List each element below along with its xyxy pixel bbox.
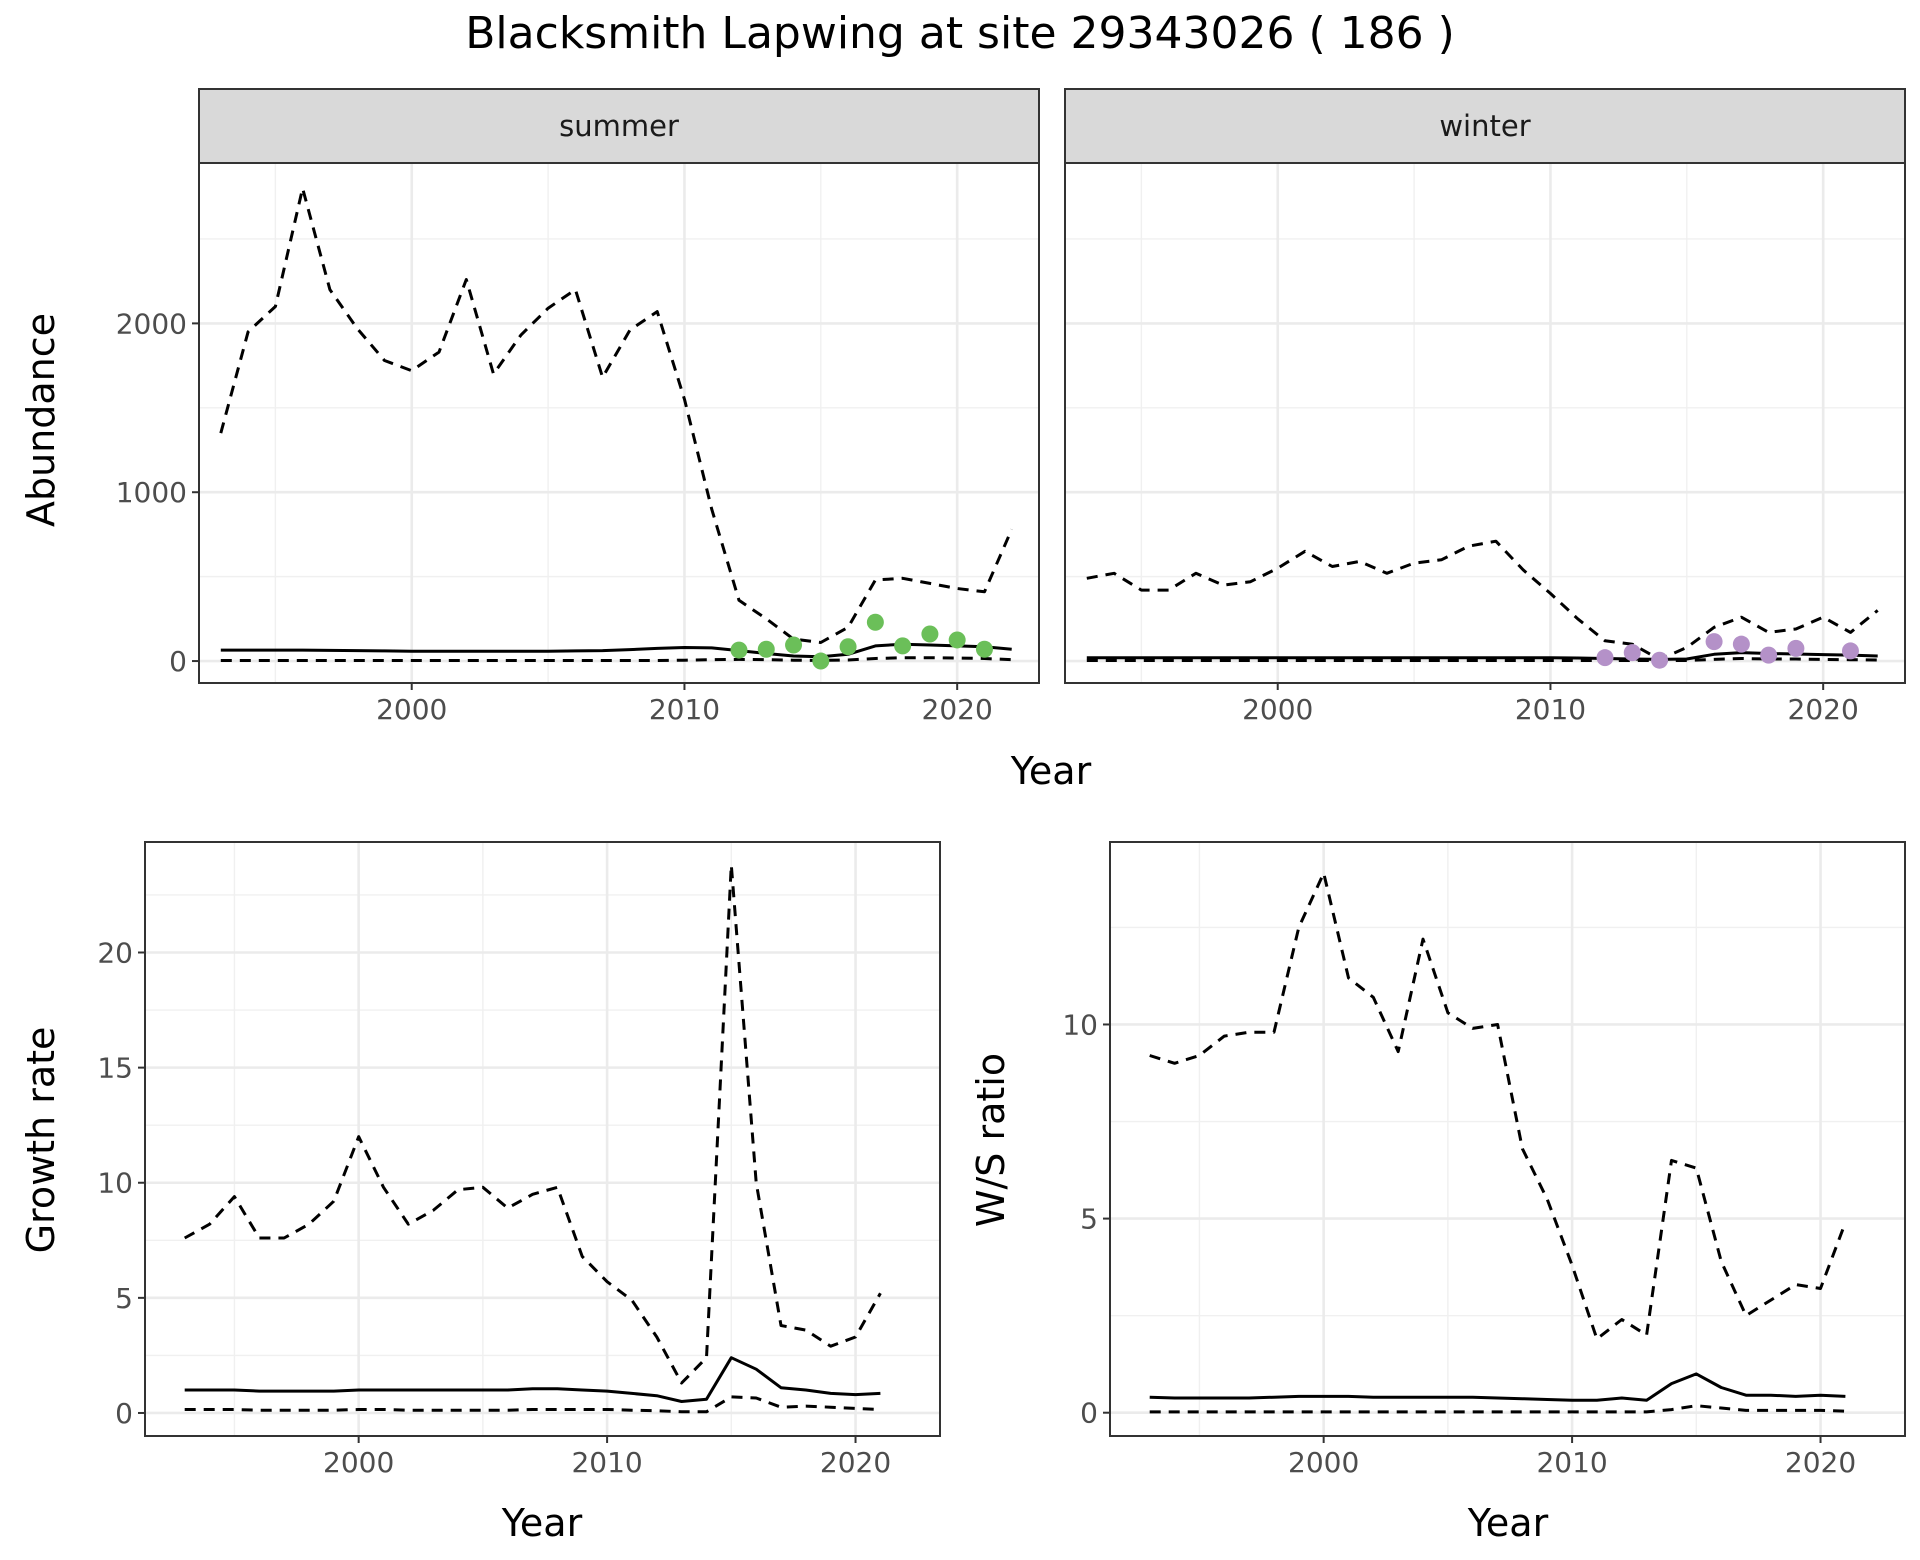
mean-line [184, 1356, 881, 1403]
observed-count-point [921, 625, 939, 643]
abundance-panel-summer: 2000 2010 2020 0 1000 2000 summer [116, 88, 1040, 726]
observed-count-point [1841, 642, 1859, 660]
observed-count-point [1705, 633, 1723, 651]
x-tick-label: 2000 [376, 693, 447, 726]
abundance-facet-panels: 2000 2010 2020 0 1000 2000 summer 2000 2010 2020 w… [116, 88, 1906, 726]
observed-count-point [948, 631, 966, 649]
facet-strip [198, 88, 1040, 164]
observed-count-point [839, 638, 857, 656]
y-tick-label: 5 [1080, 1203, 1098, 1236]
panel-border [198, 162, 1040, 684]
y-tick-label: 10 [1062, 1008, 1098, 1041]
lower-bound-line [1149, 1404, 1846, 1414]
y-tick-label: 5 [115, 1282, 133, 1315]
observed-count-point [812, 652, 830, 670]
ws-x-axis-title: Year [1467, 1501, 1549, 1545]
growth-y-axis-title: Growth rate [19, 1027, 63, 1254]
panel-border [1064, 162, 1906, 684]
y-tick-label: 15 [97, 1052, 133, 1085]
x-tick-label: 2010 [1536, 1446, 1607, 1479]
x-tick-label: 2010 [571, 1446, 642, 1479]
growth-x-axis-title: Year [501, 1501, 583, 1545]
observed-count-point [1732, 635, 1750, 653]
y-tick-label: 20 [97, 937, 133, 970]
abundance-y-axis-title: Abundance [19, 313, 63, 527]
panel-border [1109, 841, 1906, 1437]
abundance-x-axis-title: Year [1010, 749, 1092, 793]
x-tick-label: 2020 [1785, 1446, 1856, 1479]
observed-count-point [730, 641, 748, 659]
facet-strip [1064, 88, 1906, 164]
y-tick-label: 0 [1080, 1397, 1098, 1430]
x-tick-label: 2010 [1515, 693, 1586, 726]
upper-bound-line [219, 186, 1014, 644]
facet-strip-label: summer [559, 109, 679, 143]
observed-count-point [757, 640, 775, 658]
x-tick-label: 2020 [922, 693, 993, 726]
y-tick-label: 1000 [116, 476, 187, 509]
observed-count-point [975, 640, 993, 658]
observed-count-point [866, 613, 884, 631]
panel-border [144, 841, 941, 1437]
observed-count-point [894, 637, 912, 655]
observed-count-point [1651, 651, 1669, 669]
figure-title: Blacksmith Lapwing at site 29343026 ( 18… [465, 8, 1454, 59]
x-tick-label: 2020 [1788, 693, 1859, 726]
x-tick-label: 2010 [649, 693, 720, 726]
abundance-panel-winter: 2000 2010 2020 winter [1064, 88, 1906, 726]
facet-strip-label: winter [1439, 109, 1530, 143]
y-tick-label: 0 [169, 645, 187, 678]
y-tick-label: 10 [97, 1167, 133, 1200]
lower-bound-line [184, 1395, 881, 1414]
x-tick-label: 2020 [820, 1446, 891, 1479]
mean-line [1149, 1372, 1846, 1402]
observed-count-point [1787, 639, 1805, 657]
upper-bound-line [1149, 871, 1847, 1341]
upper-bound-line [1086, 539, 1879, 661]
y-tick-label: 0 [115, 1397, 133, 1430]
mean-line [1086, 651, 1878, 661]
growth-rate-panel: 2000 2010 2020 0 5 10 15 20 [97, 841, 941, 1479]
upper-bound-line [183, 863, 882, 1385]
ws-ratio-panel: 2000 2010 2020 0 5 10 [1062, 841, 1906, 1479]
observed-count-point [1596, 649, 1614, 667]
observed-count-point [785, 636, 803, 654]
ws-y-axis-title: W/S ratio [969, 1053, 1013, 1227]
x-tick-label: 2000 [1288, 1446, 1359, 1479]
x-tick-label: 2000 [1242, 693, 1313, 726]
observed-count-point [1623, 644, 1641, 662]
observed-count-point [1760, 646, 1778, 664]
mean-line [220, 642, 1012, 659]
y-tick-label: 2000 [116, 307, 187, 340]
x-tick-label: 2000 [323, 1446, 394, 1479]
